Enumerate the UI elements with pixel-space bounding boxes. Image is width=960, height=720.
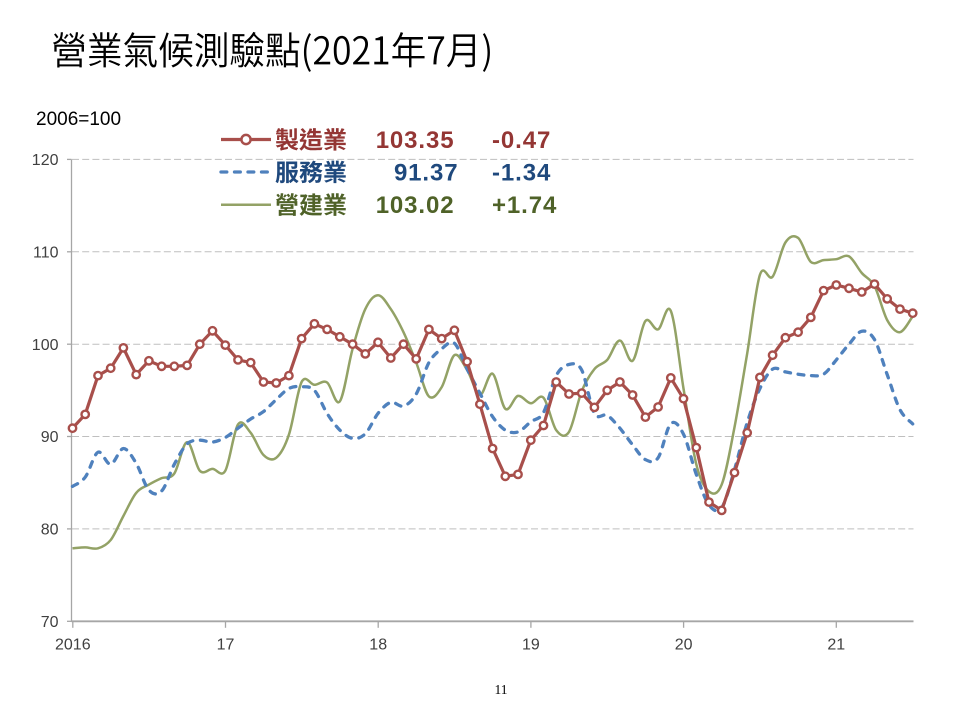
svg-text:70: 70 [41,614,59,631]
svg-text:80: 80 [41,522,59,539]
svg-text:103.02: 103.02 [376,192,455,219]
svg-text:18: 18 [369,637,387,654]
svg-text:+1.74: +1.74 [492,192,557,219]
svg-text:20: 20 [675,637,693,654]
svg-text:17: 17 [217,637,235,654]
svg-text:11: 11 [495,682,508,697]
svg-text:91.37: 91.37 [394,160,459,187]
svg-text:2006=100: 2006=100 [36,109,121,130]
svg-text:90: 90 [41,429,59,446]
svg-text:21: 21 [827,637,845,654]
svg-text:110: 110 [33,244,59,261]
svg-text:2016: 2016 [55,637,91,654]
svg-text:19: 19 [522,637,540,654]
svg-text:103.35: 103.35 [376,127,455,154]
svg-text:100: 100 [32,337,59,354]
svg-text:-1.34: -1.34 [492,160,551,187]
svg-text:-0.47: -0.47 [492,127,551,154]
svg-text:120: 120 [32,152,59,169]
